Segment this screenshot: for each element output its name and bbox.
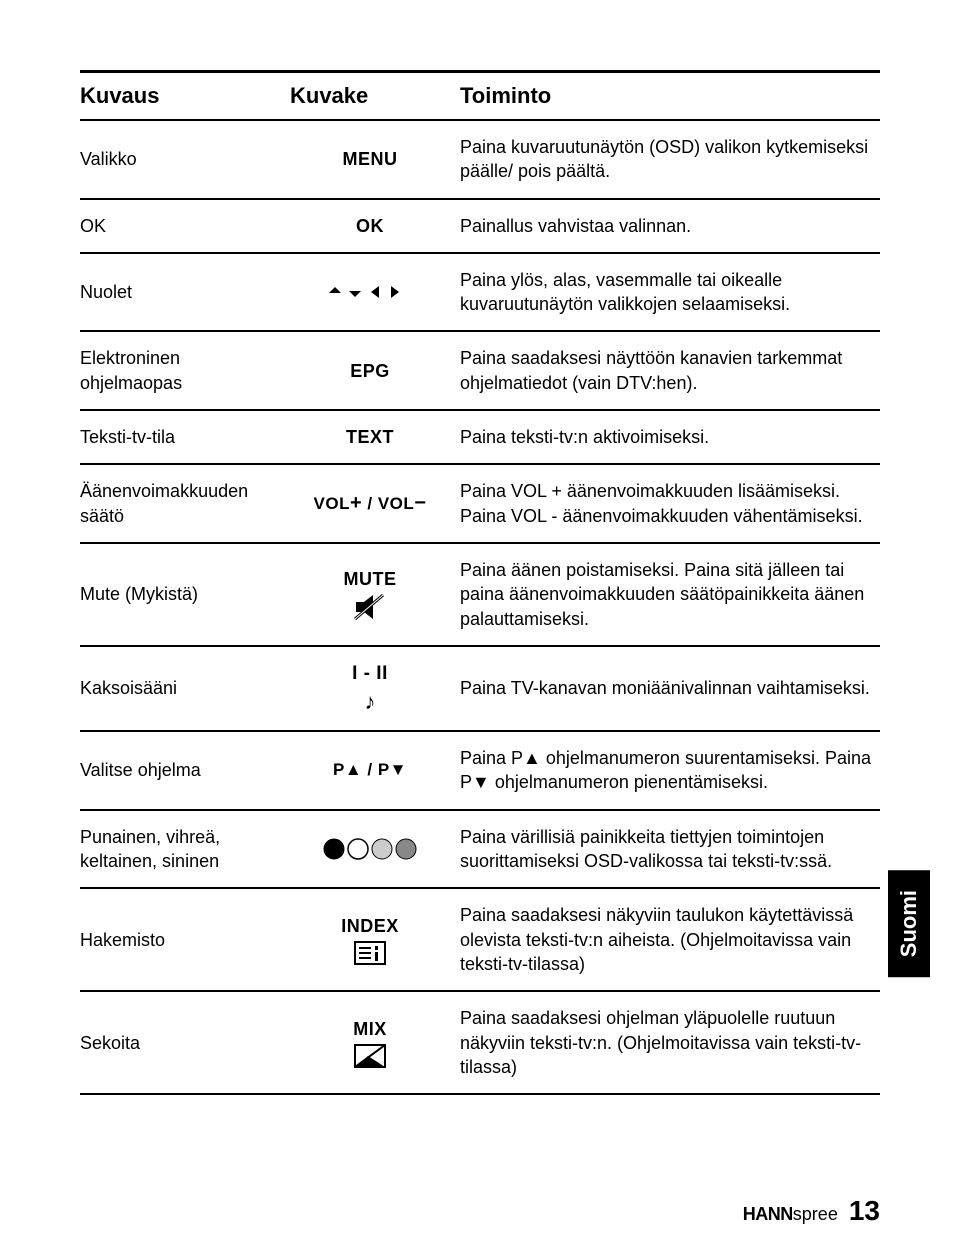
row-function: Paina teksti-tv:n aktivoimiseksi. <box>450 425 880 449</box>
row-icon: P▲ / P▼ <box>290 759 450 782</box>
table-row: OK OK Painallus vahvistaa valinnan. <box>80 200 880 254</box>
row-description: Punainen, vihreä, keltainen, sininen <box>80 825 290 874</box>
row-function: Paina TV-kanavan moniäänivalinnan vaihta… <box>450 676 880 700</box>
row-function: Paina ylös, alas, vasemmalle tai oikeall… <box>450 268 880 317</box>
table-row: Valitse ohjelma P▲ / P▼ Paina P▲ ohjelmanu… <box>80 732 880 811</box>
table-row: Mute (Mykistä) MUTE Paina äänen poistamis… <box>80 544 880 647</box>
mute-icon <box>353 592 387 622</box>
arrows-icon <box>325 283 415 301</box>
row-icon: MUTE <box>290 567 450 621</box>
row-icon: MIX <box>290 1017 450 1069</box>
table-row: Nuolet Paina ylös, alas, vasemmalle tai … <box>80 254 880 333</box>
footer: HANNspree 13 <box>743 1195 880 1227</box>
row-function: Paina P▲ ohjelmanumeron suurentamiseksi.… <box>450 746 880 795</box>
table-row: KaksoisääniI - II ♪Paina TV-kanavan moni… <box>80 647 880 732</box>
page-number: 13 <box>849 1195 880 1226</box>
row-function: Paina kuvaruutunäytön (OSD) valikon kytk… <box>450 135 880 184</box>
table-header: Kuvaus Kuvake Toiminto <box>80 70 880 121</box>
header-kuvaus: Kuvaus <box>80 83 290 109</box>
mix-label: MIX <box>353 1017 387 1041</box>
row-icon <box>290 837 450 861</box>
row-function: Paina saadaksesi ohjelman yläpuolelle ru… <box>450 1006 880 1079</box>
brand-part2: spree <box>793 1204 838 1224</box>
table-row: Hakemisto INDEX Paina saadaksesi näkyviin… <box>80 889 880 992</box>
row-icon: I - II ♪ <box>290 661 450 716</box>
row-icon: MENU <box>290 147 450 171</box>
header-toiminto: Toiminto <box>450 83 880 109</box>
row-description: Nuolet <box>80 280 290 304</box>
menu-label: MENU <box>343 147 398 171</box>
row-description: Äänenvoimakkuuden säätö <box>80 479 290 528</box>
vol-label: VOL+ / VOL− <box>314 490 427 517</box>
table-row: Elektroninen ohjelmaopas EPG Paina saadaks… <box>80 332 880 411</box>
row-description: Valikko <box>80 147 290 171</box>
row-description: Valitse ohjelma <box>80 758 290 782</box>
row-function: Paina saadaksesi näkyviin taulukon käyte… <box>450 903 880 976</box>
row-icon: OK <box>290 214 450 238</box>
row-icon: VOL+ / VOL− <box>290 490 450 517</box>
row-function: Paina äänen poistamiseksi. Paina sitä jä… <box>450 558 880 631</box>
color-buttons-icon <box>322 837 418 861</box>
row-description: Teksti-tv-tila <box>80 425 290 449</box>
table-row: Sekoita MIX Paina saadaksesi ohjelman ylä… <box>80 992 880 1095</box>
row-icon <box>290 283 450 301</box>
header-kuvake: Kuvake <box>290 83 450 109</box>
row-icon: TEXT <box>290 425 450 449</box>
mix-icon <box>353 1043 387 1069</box>
row-function: Painallus vahvistaa valinnan. <box>450 214 880 238</box>
row-function: Paina värillisiä painikkeita tiettyjen t… <box>450 825 880 874</box>
row-icon: EPG <box>290 359 450 383</box>
text-label: TEXT <box>346 425 394 449</box>
row-description: OK <box>80 214 290 238</box>
mute-label: MUTE <box>344 567 397 591</box>
row-function: Paina VOL + äänenvoimakkuuden lisäämisek… <box>450 479 880 528</box>
row-function: Paina saadaksesi näyttöön kanavien tarke… <box>450 346 880 395</box>
brand-part1: HANN <box>743 1204 793 1224</box>
music-note-icon: ♪ <box>365 687 376 717</box>
table-row: Äänenvoimakkuuden säätö VOL+ / VOL− Paina … <box>80 465 880 544</box>
ok-label: OK <box>356 214 384 238</box>
row-description: Mute (Mykistä) <box>80 582 290 606</box>
row-description: Sekoita <box>80 1031 290 1055</box>
row-description: Elektroninen ohjelmaopas <box>80 346 290 395</box>
row-description: Hakemisto <box>80 928 290 952</box>
dual-label: I - II <box>352 661 388 687</box>
row-icon: INDEX <box>290 914 450 966</box>
language-tab: Suomi <box>888 870 930 977</box>
table-row: Teksti-tv-tila TEXT Paina teksti-tv:n akti… <box>80 411 880 465</box>
epg-label: EPG <box>350 359 390 383</box>
prog-label: P▲ / P▼ <box>333 759 407 782</box>
row-description: Kaksoisääni <box>80 676 290 700</box>
table-row: Punainen, vihreä, keltainen, sininen Pai… <box>80 811 880 890</box>
index-icon <box>353 940 387 966</box>
index-label: INDEX <box>341 914 399 938</box>
table-row: Valikko MENU Paina kuvaruutunäytön (OSD) v… <box>80 121 880 200</box>
